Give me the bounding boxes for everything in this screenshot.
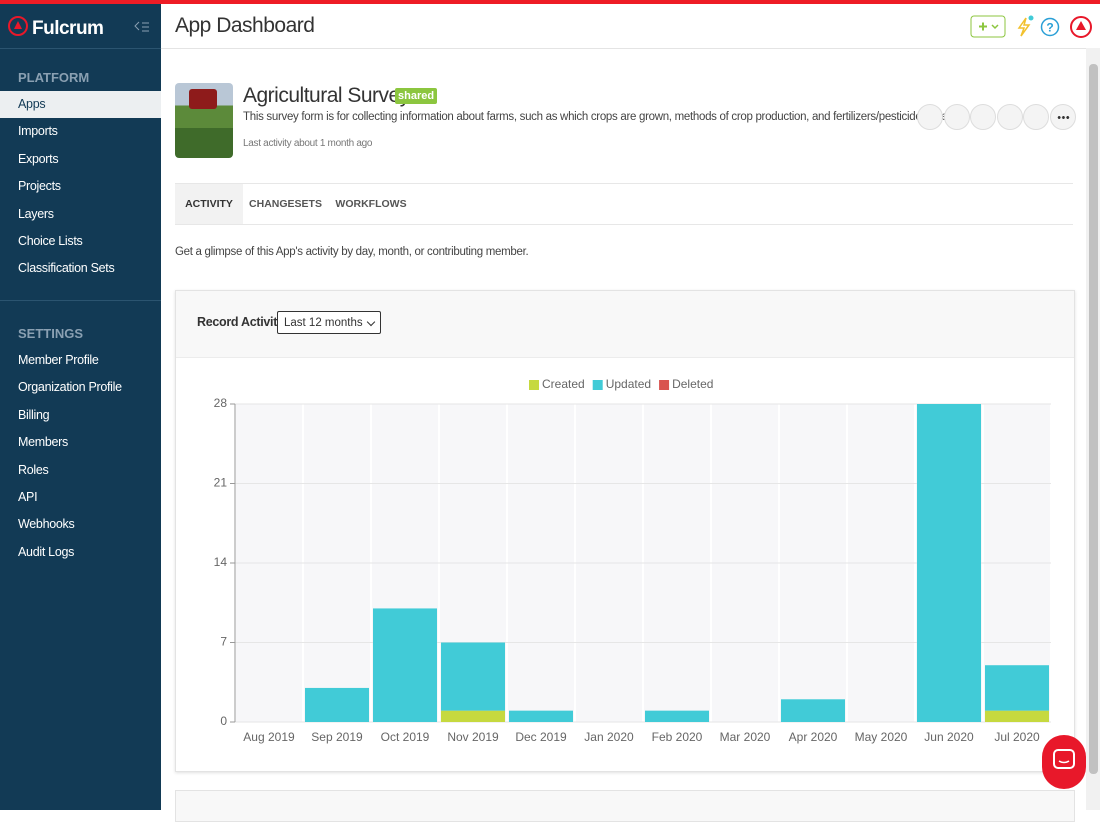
divider <box>175 183 1073 184</box>
download-button[interactable] <box>1023 104 1049 130</box>
nav-item[interactable]: Billing <box>18 407 50 422</box>
nav-item[interactable]: Imports <box>18 124 58 139</box>
scroll-thumb[interactable] <box>1089 64 1098 774</box>
card <box>175 790 1075 822</box>
sidebar: Fulcrum PLATFORM Apps Imports Exports Projec… <box>0 4 161 810</box>
add-button[interactable] <box>970 15 1006 38</box>
nav-item[interactable]: Roles <box>18 462 49 477</box>
app-name: Agricultural Survey <box>243 84 410 107</box>
card-title: Record Activity <box>197 315 284 329</box>
nav-item[interactable]: Classification Sets <box>18 261 115 276</box>
more-button[interactable] <box>1050 104 1076 130</box>
tab[interactable]: WORKFLOWS <box>335 198 407 210</box>
nav-item[interactable]: Choice Lists <box>18 234 83 248</box>
last-activity: Last activity about 1 month ago <box>243 138 373 149</box>
divider <box>0 48 161 49</box>
nav-item[interactable]: Members <box>18 435 68 450</box>
nav-item[interactable]: Layers <box>18 206 54 221</box>
nav-item[interactable]: Projects <box>18 179 61 194</box>
divider <box>175 224 1073 225</box>
brand: Fulcrum <box>32 18 104 39</box>
card <box>175 290 1075 772</box>
logo <box>8 16 28 36</box>
upload-button[interactable] <box>997 104 1023 130</box>
updates-button[interactable] <box>1017 17 1031 37</box>
divider <box>0 300 161 301</box>
collapse-button[interactable] <box>134 20 150 34</box>
account-button[interactable] <box>1070 16 1092 38</box>
app-image <box>175 83 233 158</box>
app-description: This survey form is for collecting infor… <box>243 111 957 123</box>
section-title: SETTINGS <box>18 326 84 341</box>
tab[interactable]: CHANGESETS <box>249 198 322 210</box>
nav-item[interactable]: API <box>18 490 38 504</box>
range-select[interactable]: Last 12 months <box>277 311 381 334</box>
chat-button[interactable] <box>1042 735 1086 789</box>
nav-item[interactable]: Apps <box>0 91 161 118</box>
divider <box>161 48 1086 49</box>
nav-item[interactable]: Organization Profile <box>18 380 122 395</box>
members-button[interactable] <box>970 104 996 130</box>
nav-item[interactable]: Exports <box>18 151 59 166</box>
tab[interactable]: ACTIVITY <box>175 184 243 224</box>
page-title: App Dashboard <box>175 14 315 37</box>
nav-item[interactable]: Webhooks <box>18 517 75 532</box>
map-button[interactable] <box>917 104 943 130</box>
section-title: PLATFORM <box>18 70 90 85</box>
toolbar: ? <box>970 15 1092 38</box>
top-bar <box>0 0 1100 4</box>
chat-icon <box>1053 749 1075 769</box>
intro-text: Get a glimpse of this App's activity by … <box>175 246 529 258</box>
nav-item[interactable]: Member Profile <box>18 353 99 367</box>
help-button[interactable] <box>1040 17 1060 37</box>
edit-button[interactable] <box>944 104 970 130</box>
svg-text:?: ? <box>1046 21 1053 35</box>
badge: shared <box>395 88 438 104</box>
nav-item[interactable]: Audit Logs <box>18 544 75 559</box>
